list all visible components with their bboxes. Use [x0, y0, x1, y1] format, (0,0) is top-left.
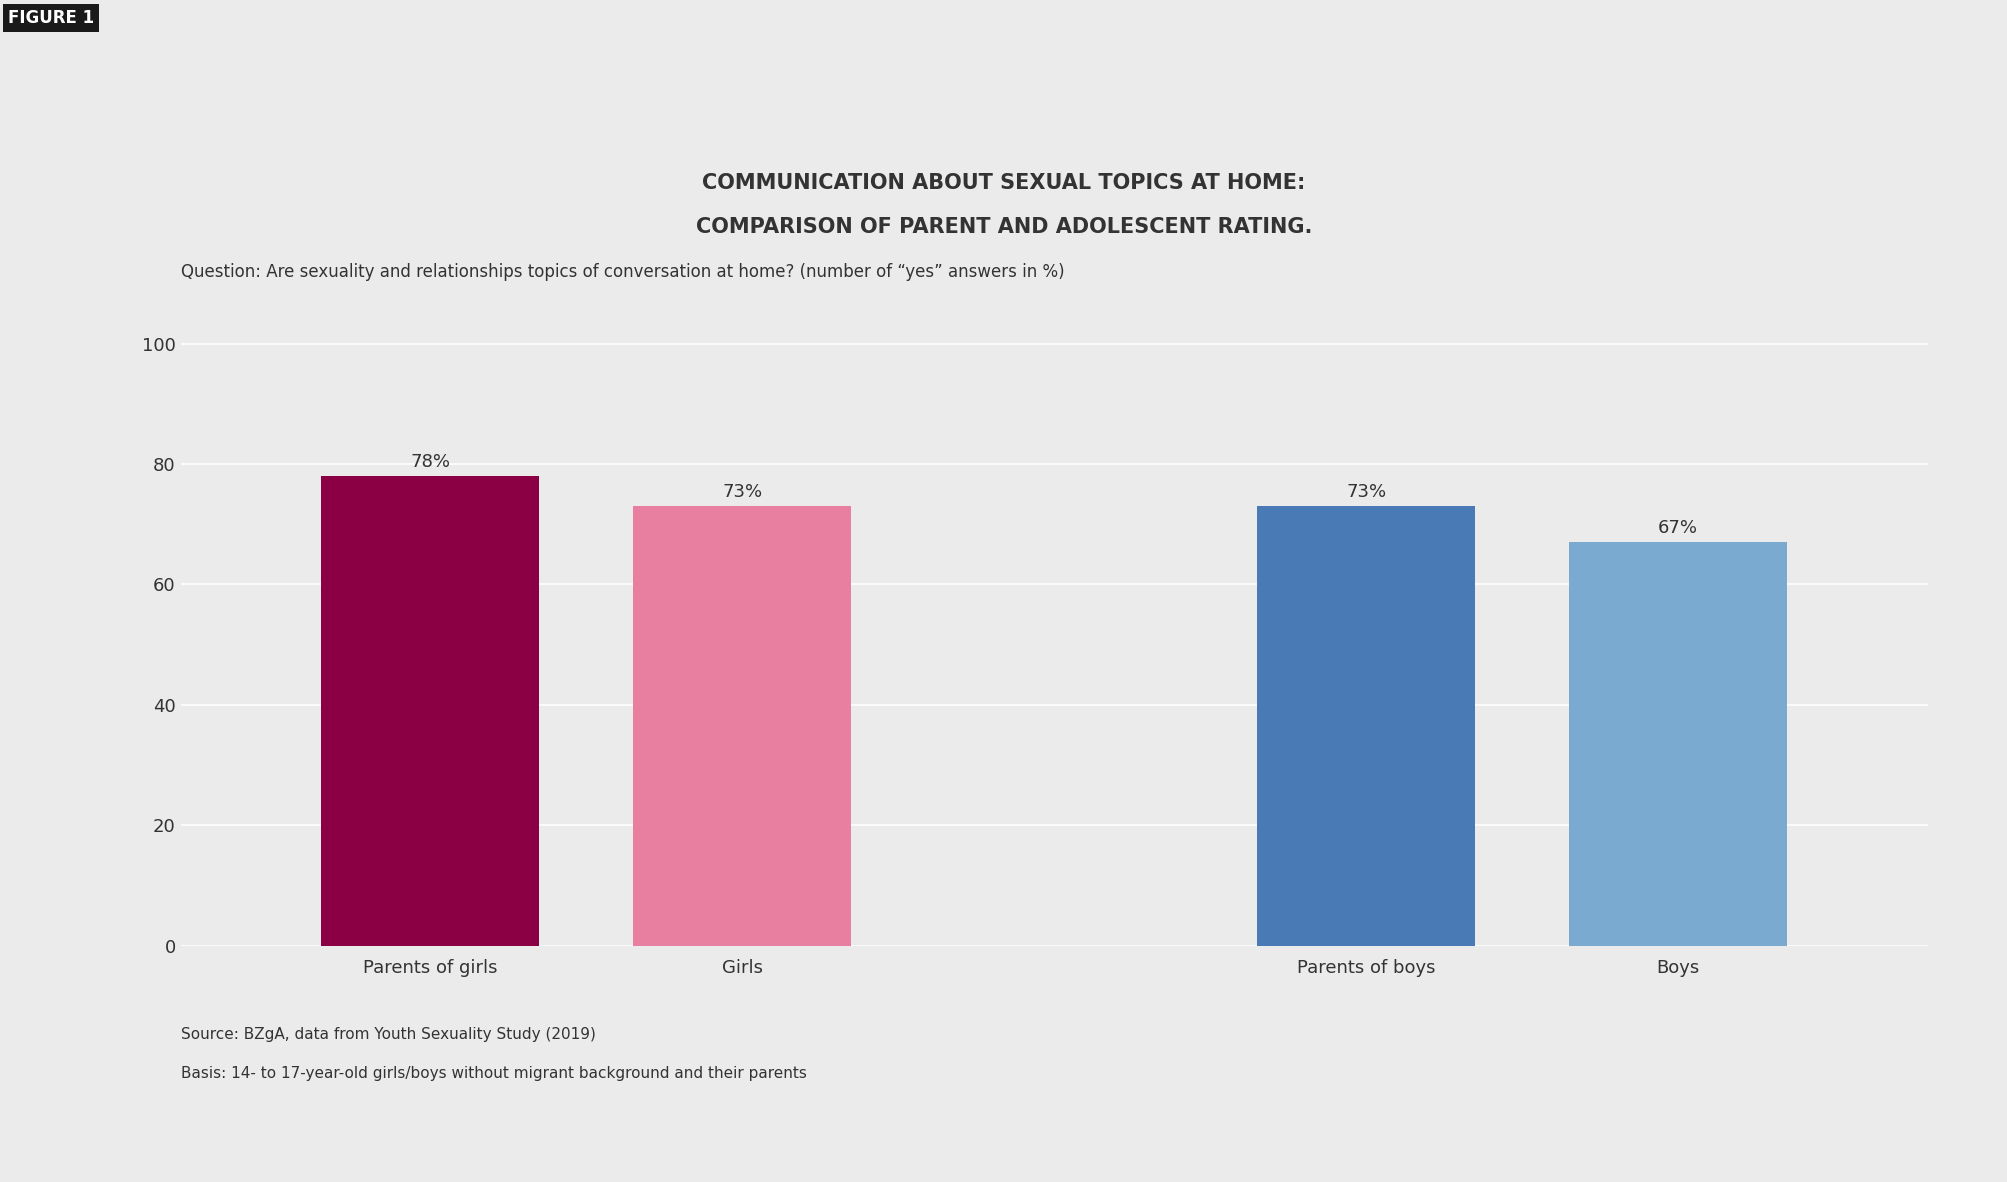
Text: Question: Are sexuality and relationships topics of conversation at home? (numbe: Question: Are sexuality and relationship… — [181, 262, 1064, 281]
Bar — [632, 506, 851, 946]
Text: 78%: 78% — [409, 453, 450, 472]
Text: 73%: 73% — [723, 483, 763, 501]
Text: Source: BZgA, data from Youth Sexuality Study (2019): Source: BZgA, data from Youth Sexuality … — [181, 1027, 596, 1041]
Text: COMPARISON OF PARENT AND ADOLESCENT RATING.: COMPARISON OF PARENT AND ADOLESCENT RATI… — [696, 217, 1311, 236]
Bar — [321, 476, 540, 946]
Text: 67%: 67% — [1658, 519, 1698, 538]
Text: COMMUNICATION ABOUT SEXUAL TOPICS AT HOME:: COMMUNICATION ABOUT SEXUAL TOPICS AT HOM… — [702, 174, 1305, 193]
Text: FIGURE 1: FIGURE 1 — [8, 9, 94, 27]
Bar — [1567, 543, 1786, 946]
Text: 73%: 73% — [1345, 483, 1385, 501]
Bar — [1256, 506, 1475, 946]
Text: Basis: 14- to 17-year-old girls/boys without migrant background and their parent: Basis: 14- to 17-year-old girls/boys wit… — [181, 1066, 807, 1080]
